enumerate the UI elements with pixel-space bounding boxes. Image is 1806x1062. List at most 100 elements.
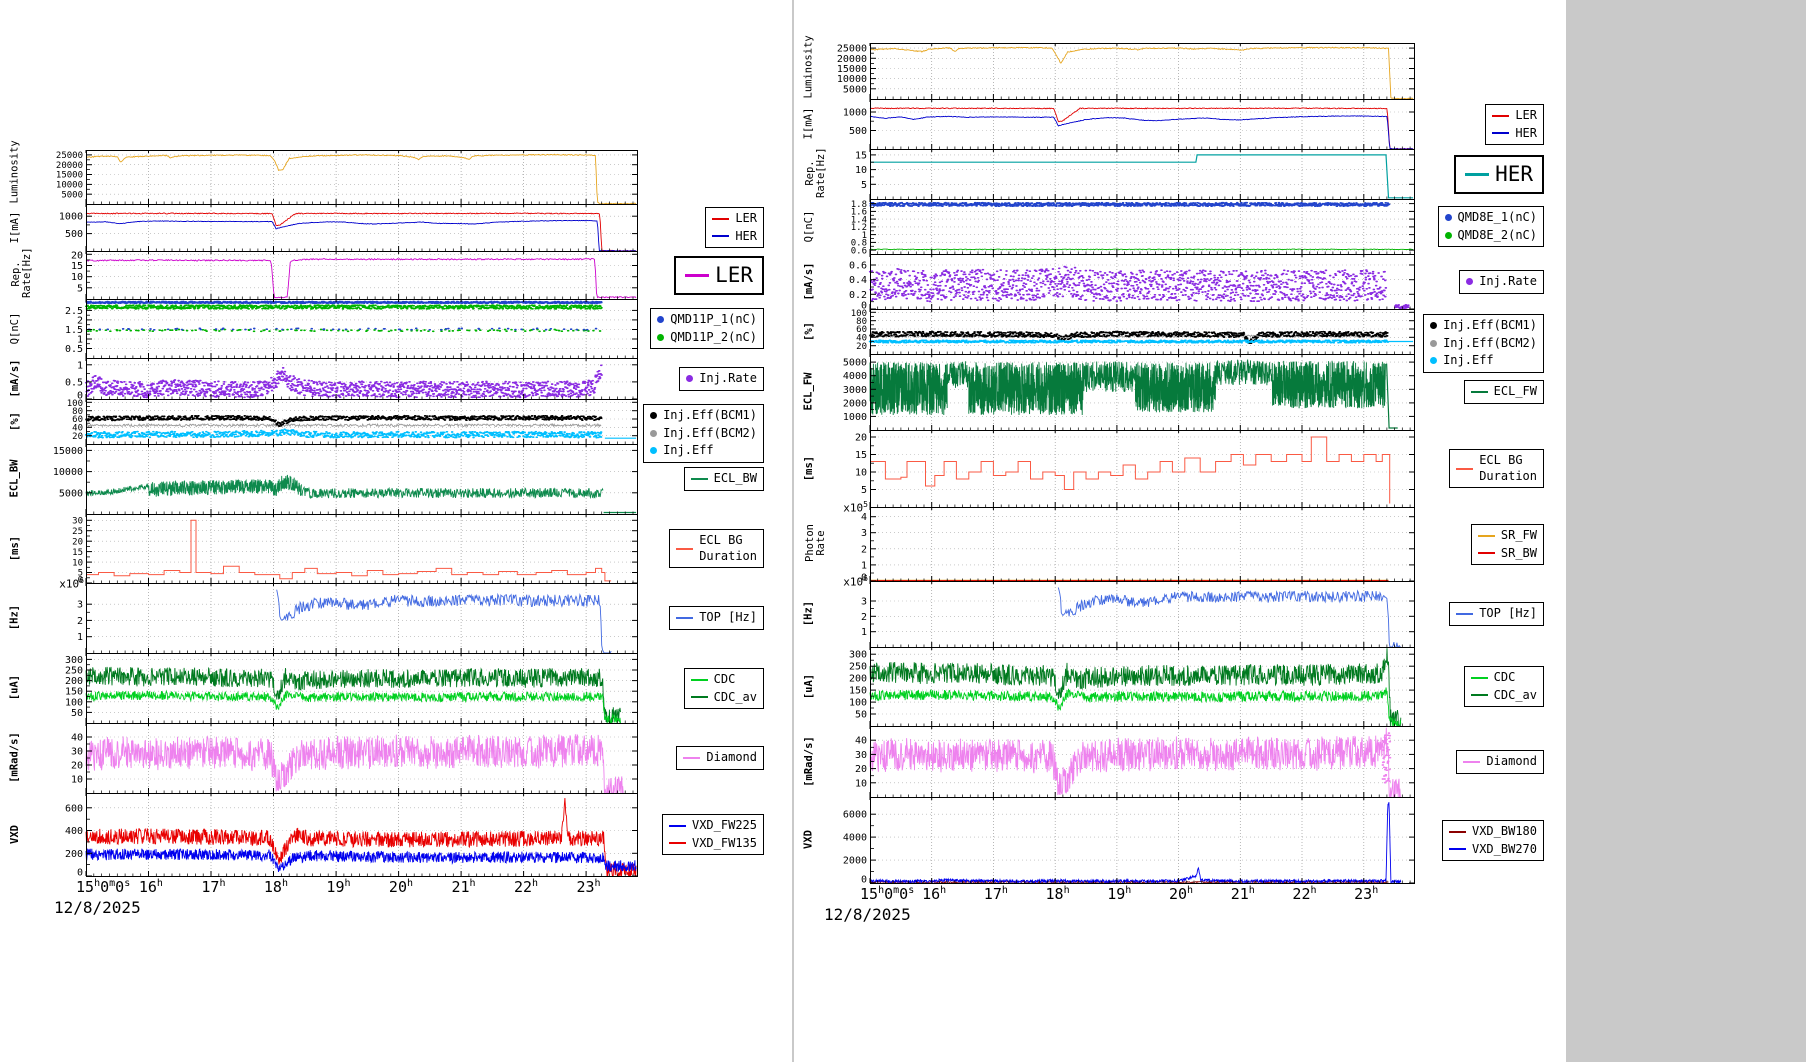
cdc-legend-label: CDC [1493,670,1516,684]
vxd-bw180-legend-marker-icon [1448,830,1466,833]
y-axis-label-ima: I[mA] [8,211,21,243]
legend-box: HER [1454,155,1544,195]
svg-text:25000: 25000 [837,44,867,55]
svg-text:10: 10 [71,775,83,786]
legend-row: VXD_FW135 [668,835,757,853]
svg-text:0: 0 [861,573,867,584]
svg-text:2: 2 [861,544,867,555]
svg-text:4: 4 [861,512,867,523]
svg-text:1.4: 1.4 [851,215,867,225]
legend-box: LER HER [1485,104,1544,146]
svg-text:5000: 5000 [843,84,867,95]
her-legend-label: HER [1495,162,1533,186]
svg-text:40: 40 [856,334,867,344]
legend-row: Inj.Eff [650,442,757,460]
inj-eff-bcm1-legend-marker-icon [650,412,658,420]
svg-text:200: 200 [65,849,83,860]
legend-box: ECL BG Duration [669,529,764,569]
legend-box: VXD_FW225 VXD_FW135 [661,814,764,856]
svg-text:3: 3 [861,528,867,539]
legend-box: Inj.Eff(BCM1) Inj.Eff(BCM2) Inj.Eff [643,404,764,463]
y-axis-label-diamond: [mRad/s] [802,735,815,787]
y-axis-label-eclfw: ECL_FW [802,372,815,411]
y-axis-label-rep: Rep. Rate[Hz] [10,247,33,298]
svg-text:30: 30 [855,750,867,761]
subplot-diamond: 10 20 30 40 [mRad/s] [0,723,792,794]
axis-multiplier-label: x106 [59,576,84,591]
svg-text:0.6: 0.6 [851,246,867,256]
diamond-legend-label: Diamond [1486,754,1537,768]
svg-text:0.2: 0.2 [849,290,867,301]
x-tick-label: 19h [326,878,351,896]
subplot-eclbg: 5 10 15 20 [ms] [794,430,1566,508]
svg-text:3: 3 [77,600,83,611]
svg-text:0: 0 [77,868,83,879]
svg-text:2000: 2000 [843,856,867,867]
legend-row: CDC_av [690,689,757,707]
legend-box: Inj.Rate [679,367,764,391]
y-axis-label-vxd: VXD [802,830,815,849]
cdc-av-legend-marker-icon [1470,694,1488,697]
inj-eff-bcm1-legend-marker-icon [1430,322,1438,330]
vxd-fw225-legend-marker-icon [668,824,686,827]
x-tick-label: 16h [922,885,947,903]
legend-box: ECL_FW [1463,380,1544,404]
legend-row: TOP [Hz] [1456,605,1537,623]
subplot-ima: 500 1000 I[mA] [0,204,792,252]
svg-text:0.6: 0.6 [849,261,867,272]
legend-box: LER [674,256,764,296]
vxd-bw270-legend-marker-icon [1448,848,1466,851]
diamond-legend-marker-icon [1463,760,1481,763]
svg-text:100: 100 [65,697,83,708]
top-hz-legend-marker-icon [676,616,694,619]
inj-eff-bcm1-legend-label: Inj.Eff(BCM1) [1443,318,1537,332]
y-axis-label-injrate: [mA/s] [802,262,815,300]
panel-right: 5000 10000 15000 20000 25000 Luminosity 500 100… [794,0,1566,1062]
svg-text:2000: 2000 [843,398,867,409]
svg-text:1.8: 1.8 [851,200,867,210]
ecl-fw-legend-marker-icon [1470,390,1488,393]
inj-eff-bcm2-legend-marker-icon [650,429,658,437]
legend-row: Inj.Eff [1430,352,1537,370]
subplot-eclbg: 0 5 10 15 20 25 30 [ms] [0,514,792,586]
ler-legend-label: LER [735,211,757,225]
svg-text:15: 15 [71,261,83,272]
svg-text:60: 60 [856,325,867,335]
legend-row: VXD_BW180 [1448,823,1537,841]
svg-text:1000: 1000 [59,212,83,223]
legend-row: HER [1492,125,1537,143]
svg-text:40: 40 [72,424,83,434]
legend-box: CDC CDC_av [1463,666,1544,708]
legend-box: ECL BG Duration [1449,449,1544,489]
ecl-bg-duration-legend-label: ECL BG Duration [699,533,757,563]
subplot-top: 1 2 3 [Hz] x106 [0,576,792,654]
diamond-legend-marker-icon [683,756,701,759]
svg-text:0.4: 0.4 [849,275,867,286]
svg-text:3000: 3000 [843,385,867,396]
legend-row: ECL_BW [690,470,757,488]
x-tick-label: 16h [138,878,163,896]
svg-text:200: 200 [849,674,867,685]
date-label: 12/8/2025 [824,905,911,924]
svg-text:6000: 6000 [843,810,867,821]
svg-text:5: 5 [78,569,83,579]
svg-text:20: 20 [855,764,867,775]
subplot-lum: 5000 10000 15000 20000 25000 Luminosity [794,35,1566,100]
legend-row: SR_BW [1477,545,1537,563]
her-legend-marker-icon [712,235,730,238]
legend-row: ECL BG Duration [676,532,757,565]
svg-text:30: 30 [71,747,83,758]
ecl-bg-duration-legend-marker-icon [676,547,694,550]
svg-text:20: 20 [72,432,83,442]
svg-text:4000: 4000 [843,833,867,844]
legend-row: ECL_FW [1470,383,1537,401]
svg-text:0: 0 [861,301,867,312]
subplot-ima: 500 1000 I[mA] [794,99,1566,150]
svg-text:0: 0 [78,576,83,586]
x-tick-label: 22h [1292,885,1317,903]
legend-row: VXD_FW225 [668,817,757,835]
subplot-q: 0.6 0.8 1 1.2 1.4 1.6 1.8 Q[nC] [794,199,1566,256]
y-axis-label-injrate: [mA/s] [8,359,21,397]
svg-text:10: 10 [855,468,867,479]
svg-text:20000: 20000 [56,161,83,171]
